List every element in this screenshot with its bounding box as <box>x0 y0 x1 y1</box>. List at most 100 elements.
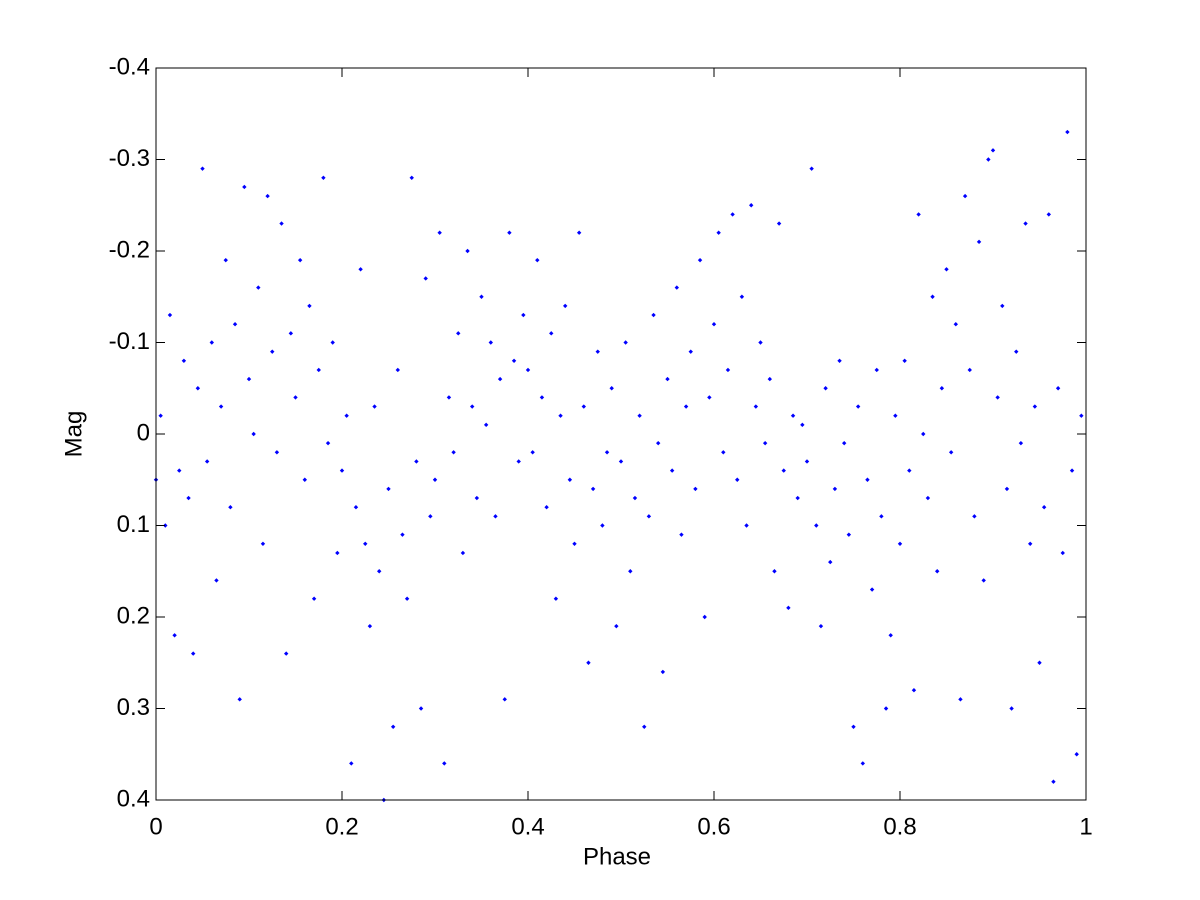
data-point <box>358 267 363 272</box>
data-point <box>842 440 847 446</box>
data-point <box>762 440 768 446</box>
data-point <box>725 367 731 373</box>
data-point <box>604 450 610 455</box>
data-point <box>460 550 466 556</box>
data-point <box>386 486 391 492</box>
data-point <box>855 404 861 409</box>
y-tick-label: 0.2 <box>117 602 150 629</box>
data-point <box>181 358 187 363</box>
data-point <box>428 514 433 519</box>
data-point <box>311 596 317 601</box>
data-point <box>925 495 931 501</box>
x-tick-label: 0.6 <box>697 813 730 840</box>
data-point <box>446 395 452 400</box>
data-point <box>558 413 563 418</box>
data-point <box>688 349 693 354</box>
data-point <box>242 184 247 190</box>
data-point <box>800 422 805 428</box>
data-point <box>623 340 628 345</box>
data-point <box>972 514 977 519</box>
data-point <box>474 495 480 501</box>
data-point <box>781 468 786 473</box>
data-point <box>483 422 489 428</box>
data-point <box>637 413 642 418</box>
data-point <box>790 413 796 418</box>
data-point <box>772 569 777 574</box>
data-point <box>749 203 754 208</box>
data-point <box>665 376 670 382</box>
data-point <box>632 495 638 501</box>
data-point <box>809 166 814 171</box>
data-point <box>437 230 442 235</box>
data-point <box>353 505 359 510</box>
data-point <box>990 148 996 153</box>
data-point <box>948 450 954 455</box>
data-point <box>721 450 726 455</box>
data-point <box>228 505 233 510</box>
data-point <box>423 276 428 281</box>
data-point <box>325 440 331 446</box>
data-point <box>776 221 782 226</box>
data-point <box>549 331 554 336</box>
y-tick-label: 0.4 <box>117 785 150 812</box>
data-point <box>1079 413 1084 418</box>
data-point <box>656 440 661 446</box>
y-tick-label: 0.3 <box>117 694 150 721</box>
data-point <box>223 257 228 263</box>
data-point <box>674 285 679 290</box>
data-point <box>218 404 224 409</box>
data-point <box>874 367 879 373</box>
data-point <box>344 413 349 418</box>
data-point <box>600 523 605 528</box>
data-point <box>465 248 470 254</box>
data-point <box>400 532 405 537</box>
data-point <box>1023 221 1028 226</box>
data-point <box>279 221 284 226</box>
data-point <box>1055 386 1061 391</box>
data-point <box>237 697 242 702</box>
data-point <box>409 175 414 180</box>
data-point <box>576 230 582 235</box>
data-point <box>539 395 545 400</box>
data-point <box>479 294 484 299</box>
data-point <box>177 468 182 473</box>
data-point <box>828 559 833 565</box>
x-tick-label: 0.4 <box>511 813 544 840</box>
data-point <box>818 623 824 629</box>
data-point <box>865 477 870 482</box>
data-point <box>553 596 559 601</box>
data-point <box>1028 541 1033 546</box>
data-point <box>502 697 507 702</box>
data-point <box>456 331 461 336</box>
data-point <box>204 459 210 464</box>
data-point <box>246 376 252 382</box>
data-point <box>316 367 321 373</box>
data-point <box>679 532 684 537</box>
data-point <box>939 386 945 391</box>
y-tick-label: -0.3 <box>109 145 150 172</box>
data-point <box>1065 129 1070 135</box>
data-point <box>1069 468 1075 473</box>
data-point <box>609 386 614 391</box>
data-point <box>260 541 266 546</box>
data-point <box>804 459 810 464</box>
data-point <box>414 459 419 464</box>
data-point <box>1051 779 1056 784</box>
data-point <box>1004 486 1010 492</box>
data-point <box>390 724 396 729</box>
data-point <box>511 358 517 363</box>
data-point <box>265 193 270 199</box>
data-point <box>902 358 907 363</box>
data-point <box>270 349 275 354</box>
data-point <box>363 541 368 546</box>
data-point <box>167 312 173 318</box>
data-point <box>1074 752 1079 757</box>
data-point <box>563 303 568 309</box>
data-point <box>451 450 456 455</box>
data-point <box>214 578 219 583</box>
data-point <box>1014 349 1019 354</box>
data-point <box>274 450 280 455</box>
data-point <box>418 706 424 711</box>
data-point <box>735 477 740 482</box>
